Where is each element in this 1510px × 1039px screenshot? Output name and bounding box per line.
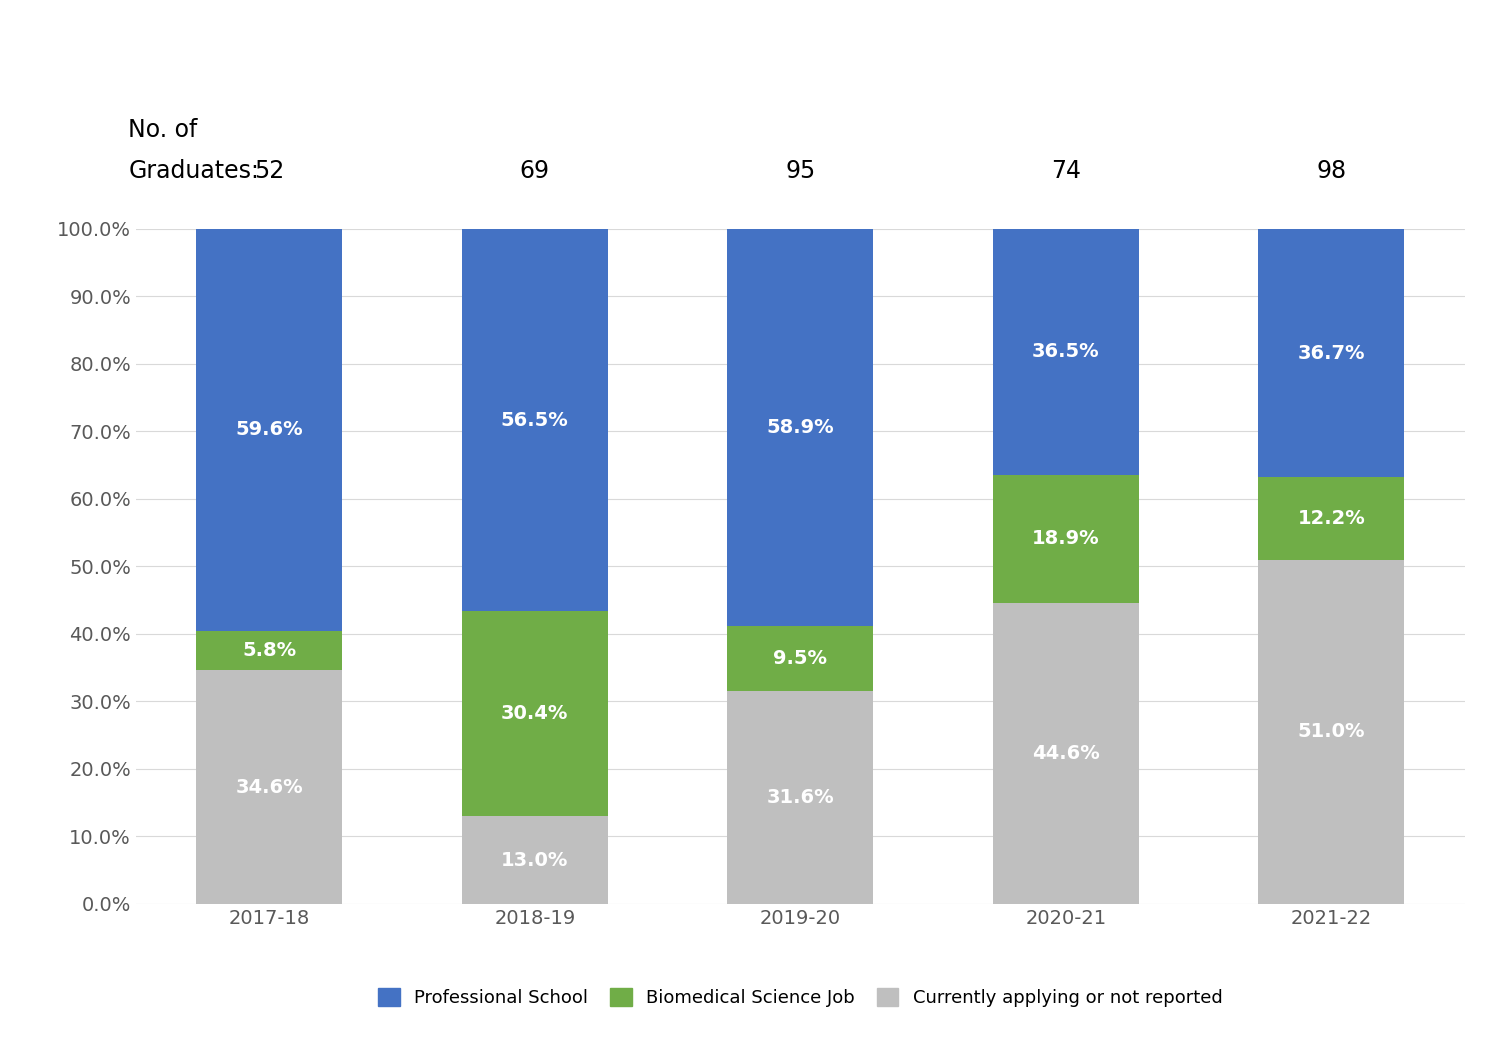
Bar: [462, 230, 609, 611]
Bar: [196, 631, 343, 670]
Text: 69: 69: [519, 159, 550, 184]
Bar: [1258, 559, 1404, 904]
Text: 34.6%: 34.6%: [236, 777, 304, 797]
Text: 52: 52: [254, 159, 284, 184]
Bar: [462, 817, 609, 904]
Bar: [196, 229, 343, 631]
Bar: [1258, 477, 1404, 559]
Bar: [196, 670, 343, 904]
Text: No. of: No. of: [128, 117, 198, 142]
Bar: [992, 603, 1139, 904]
Text: 30.4%: 30.4%: [501, 704, 568, 723]
Bar: [728, 229, 873, 627]
Text: 56.5%: 56.5%: [501, 410, 569, 429]
Text: 44.6%: 44.6%: [1031, 744, 1099, 763]
Text: 58.9%: 58.9%: [767, 418, 834, 437]
Bar: [992, 475, 1139, 603]
Text: 18.9%: 18.9%: [1031, 530, 1099, 549]
Text: 59.6%: 59.6%: [236, 421, 304, 439]
Text: 95: 95: [785, 159, 815, 184]
Text: 12.2%: 12.2%: [1297, 509, 1365, 528]
Legend: Professional School, Biomedical Science Job, Currently applying or not reported: Professional School, Biomedical Science …: [371, 981, 1229, 1014]
Text: Graduates:: Graduates:: [128, 159, 260, 184]
Text: 74: 74: [1051, 159, 1081, 184]
Text: 13.0%: 13.0%: [501, 851, 568, 870]
Bar: [728, 627, 873, 691]
Text: 98: 98: [1317, 159, 1347, 184]
Text: 36.5%: 36.5%: [1031, 342, 1099, 362]
Bar: [728, 691, 873, 904]
Bar: [462, 611, 609, 817]
Text: 9.5%: 9.5%: [773, 649, 827, 668]
Bar: [992, 229, 1139, 475]
Text: 31.6%: 31.6%: [767, 788, 834, 806]
Bar: [1258, 230, 1404, 477]
Text: 5.8%: 5.8%: [242, 641, 296, 660]
Text: 51.0%: 51.0%: [1297, 722, 1365, 741]
Text: 36.7%: 36.7%: [1297, 344, 1365, 363]
